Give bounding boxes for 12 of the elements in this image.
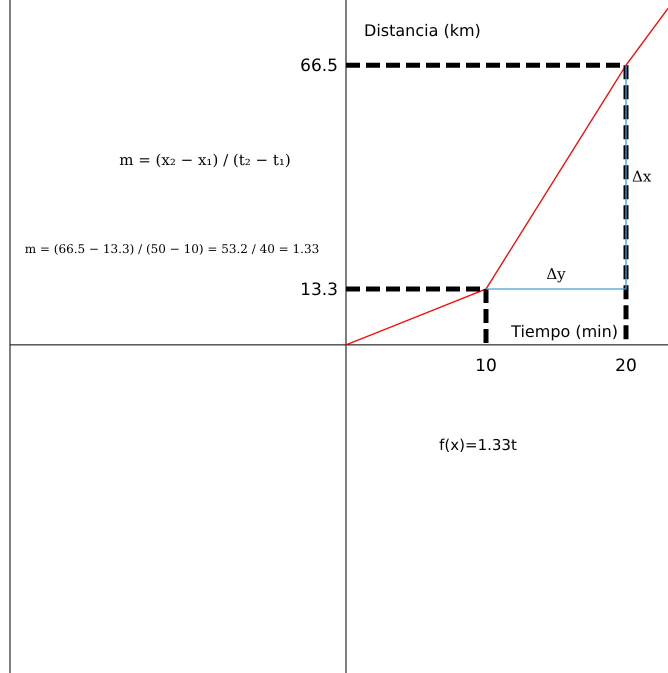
- y-tick-label: 13.3: [300, 280, 338, 300]
- annotation: m = (x₂ − x₁) / (t₂ − t₁): [119, 151, 291, 169]
- x-tick-label: 10: [475, 356, 497, 376]
- annotation: Δx: [632, 168, 652, 186]
- line-series: [345, 8, 668, 346]
- x-axis-title: Tiempo (min): [510, 322, 618, 341]
- y-tick-label: 66.5: [300, 56, 338, 76]
- annotation: Δy: [546, 264, 566, 283]
- annotation: m = (66.5 − 13.3) / (50 − 10) = 53.2 / 40 = 1.33: [24, 242, 320, 256]
- x-tick-label: 20: [615, 356, 637, 376]
- y-axis-title: Distancia (km): [364, 21, 481, 40]
- annotation: f(x)=1.33t: [439, 436, 517, 454]
